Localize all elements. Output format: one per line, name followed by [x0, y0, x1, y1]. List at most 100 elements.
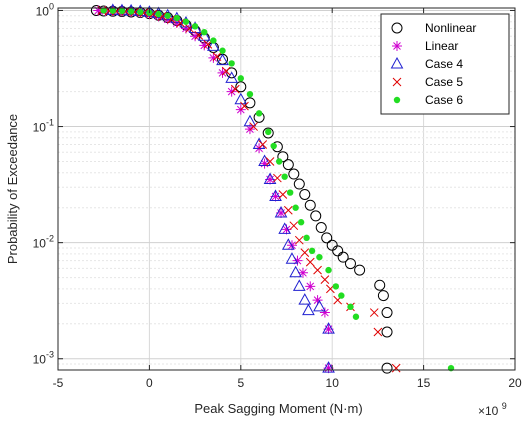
data-point-case-5 [294, 235, 304, 245]
y-tick-exponent: -1 [46, 118, 54, 128]
data-point-linear [319, 307, 330, 318]
data-point-case-4 [207, 39, 220, 51]
x-multiplier-exponent: 9 [502, 401, 507, 411]
data-point-case-4 [274, 205, 288, 218]
data-point-linear [323, 363, 334, 374]
data-point-linear [281, 224, 292, 235]
legend-marker-linear [392, 41, 402, 51]
data-point-case-6 [201, 28, 208, 36]
data-series [90, 3, 455, 374]
data-point-case-6 [182, 18, 190, 25]
data-point-case-5 [283, 205, 293, 215]
data-point-case-6 [292, 204, 299, 211]
data-point-case-6 [155, 10, 162, 18]
data-point-case-6 [210, 37, 217, 44]
data-point-nonlinear [377, 290, 389, 302]
data-point-case-6 [219, 47, 226, 54]
data-point-case-5 [305, 257, 315, 267]
y-tick-base: 10 [33, 353, 47, 367]
y-tick-label: 10-2 [33, 234, 54, 251]
data-point-case-4 [298, 293, 312, 305]
data-point-case-5 [373, 327, 383, 337]
data-point-case-6 [338, 292, 345, 299]
data-point-case-6 [137, 8, 144, 16]
data-point-case-4 [278, 222, 292, 234]
y-tick-base: 10 [36, 4, 50, 18]
data-point-case-6 [316, 253, 323, 261]
y-tick-exponent: 0 [49, 1, 54, 11]
legend-item-case-4: Case 4 [390, 56, 463, 71]
data-point-case-5 [391, 363, 401, 373]
y-axis-label: Probability of Exceedance [5, 114, 20, 264]
x-tick-label: -5 [53, 376, 64, 390]
data-point-case-6 [352, 313, 360, 320]
data-point-nonlinear [344, 258, 356, 270]
data-point-nonlinear [282, 159, 294, 171]
data-point-nonlinear [374, 279, 386, 291]
data-point-case-6 [270, 142, 277, 150]
data-point-case-6 [191, 23, 199, 30]
data-point-case-4 [289, 265, 302, 278]
data-point-case-6 [127, 8, 135, 15]
data-point-nonlinear [332, 245, 344, 257]
legend-item-linear: Linear [392, 39, 458, 53]
data-point-nonlinear [277, 151, 289, 163]
data-point-case-5 [230, 84, 240, 94]
y-tick-base: 10 [33, 121, 47, 135]
data-point-case-4 [322, 361, 335, 373]
data-point-nonlinear [304, 199, 316, 211]
y-tick-base: 10 [33, 237, 47, 251]
x-tick-label: 5 [237, 376, 244, 390]
data-point-case-5 [212, 52, 222, 62]
legend-label-case-6: Case 6 [425, 93, 463, 107]
data-point-case-6 [237, 75, 244, 82]
data-point-nonlinear [326, 239, 338, 251]
data-point-case-6 [100, 7, 107, 14]
legend-item-nonlinear: Nonlinear [391, 21, 476, 35]
data-point-case-6 [281, 173, 288, 180]
data-point-linear [244, 124, 255, 135]
data-point-linear [190, 31, 201, 42]
data-point-case-6 [332, 283, 340, 290]
legend-label-case-4: Case 4 [425, 57, 463, 71]
data-point-case-4 [269, 189, 282, 201]
data-point-case-6 [246, 90, 254, 98]
data-point-case-5 [221, 66, 231, 76]
data-point-case-4 [258, 154, 271, 167]
data-point-nonlinear [293, 178, 305, 190]
series-case-6 [100, 7, 455, 372]
legend-marker-nonlinear [391, 22, 403, 34]
legend-label-linear: Linear [425, 39, 458, 53]
legend-marker-case-6 [393, 96, 401, 104]
data-point-nonlinear [337, 251, 349, 263]
data-point-linear [270, 191, 281, 202]
legend-item-case-5: Case 5 [392, 75, 463, 89]
x-axis-ticks: -5 0 5 10 15 20 [53, 8, 522, 390]
x-axis-multiplier: ×10 9 [478, 401, 507, 418]
data-point-case-6 [325, 266, 332, 274]
data-point-case-6 [297, 219, 305, 226]
data-point-case-6 [164, 12, 171, 19]
x-tick-label: 20 [508, 376, 522, 390]
data-point-case-4 [292, 279, 306, 291]
data-point-case-5 [300, 248, 310, 258]
x-tick-label: 0 [146, 376, 153, 390]
data-point-case-6 [109, 7, 117, 14]
data-point-linear [208, 52, 219, 63]
data-point-case-4 [263, 172, 277, 184]
data-point-case-6 [303, 234, 310, 242]
data-point-linear [217, 67, 228, 78]
data-point-case-6 [286, 189, 294, 196]
data-point-linear [180, 23, 191, 34]
legend-label-nonlinear: Nonlinear [425, 21, 476, 35]
x-multiplier-base: ×10 [478, 404, 499, 418]
data-point-nonlinear [244, 97, 256, 109]
data-point-linear [305, 281, 316, 292]
data-point-nonlinear [354, 264, 366, 276]
data-point-case-5 [278, 190, 288, 199]
data-point-case-5 [369, 308, 379, 317]
data-point-linear [297, 267, 308, 278]
data-point-linear [199, 40, 210, 51]
